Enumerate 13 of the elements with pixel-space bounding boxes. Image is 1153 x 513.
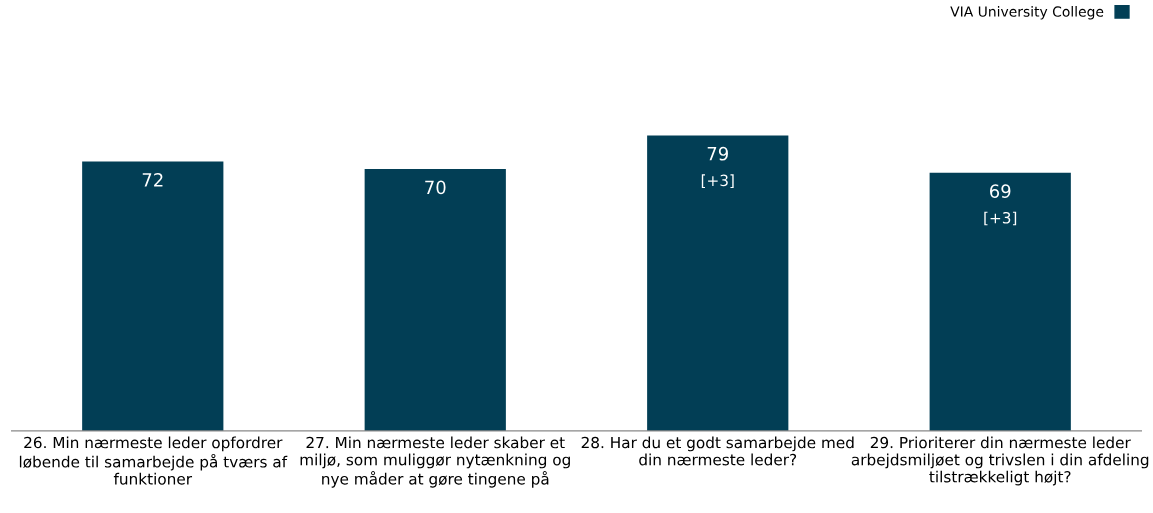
legend-label: VIA University College [950, 6, 1104, 20]
annotation: [+3] [701, 174, 734, 188]
data-label: 69 [990, 184, 1011, 198]
data-label: 72 [142, 173, 163, 187]
x-tick-label: 27. Min nærmeste leder skaber et miljø, som muliggør nytænkning og nye måder at gøre tingene på [300, 436, 570, 488]
data-label: 79 [707, 146, 728, 161]
data-label: 70 [425, 180, 446, 195]
bar [364, 169, 506, 431]
bar [82, 161, 224, 431]
annotation: [+3] [984, 211, 1017, 226]
x-tick-label: 26. Min nærmeste leder opfordrer løbende til samarbejde på tværs af funktioner [19, 436, 288, 485]
bar [929, 172, 1071, 431]
bar [647, 135, 789, 431]
